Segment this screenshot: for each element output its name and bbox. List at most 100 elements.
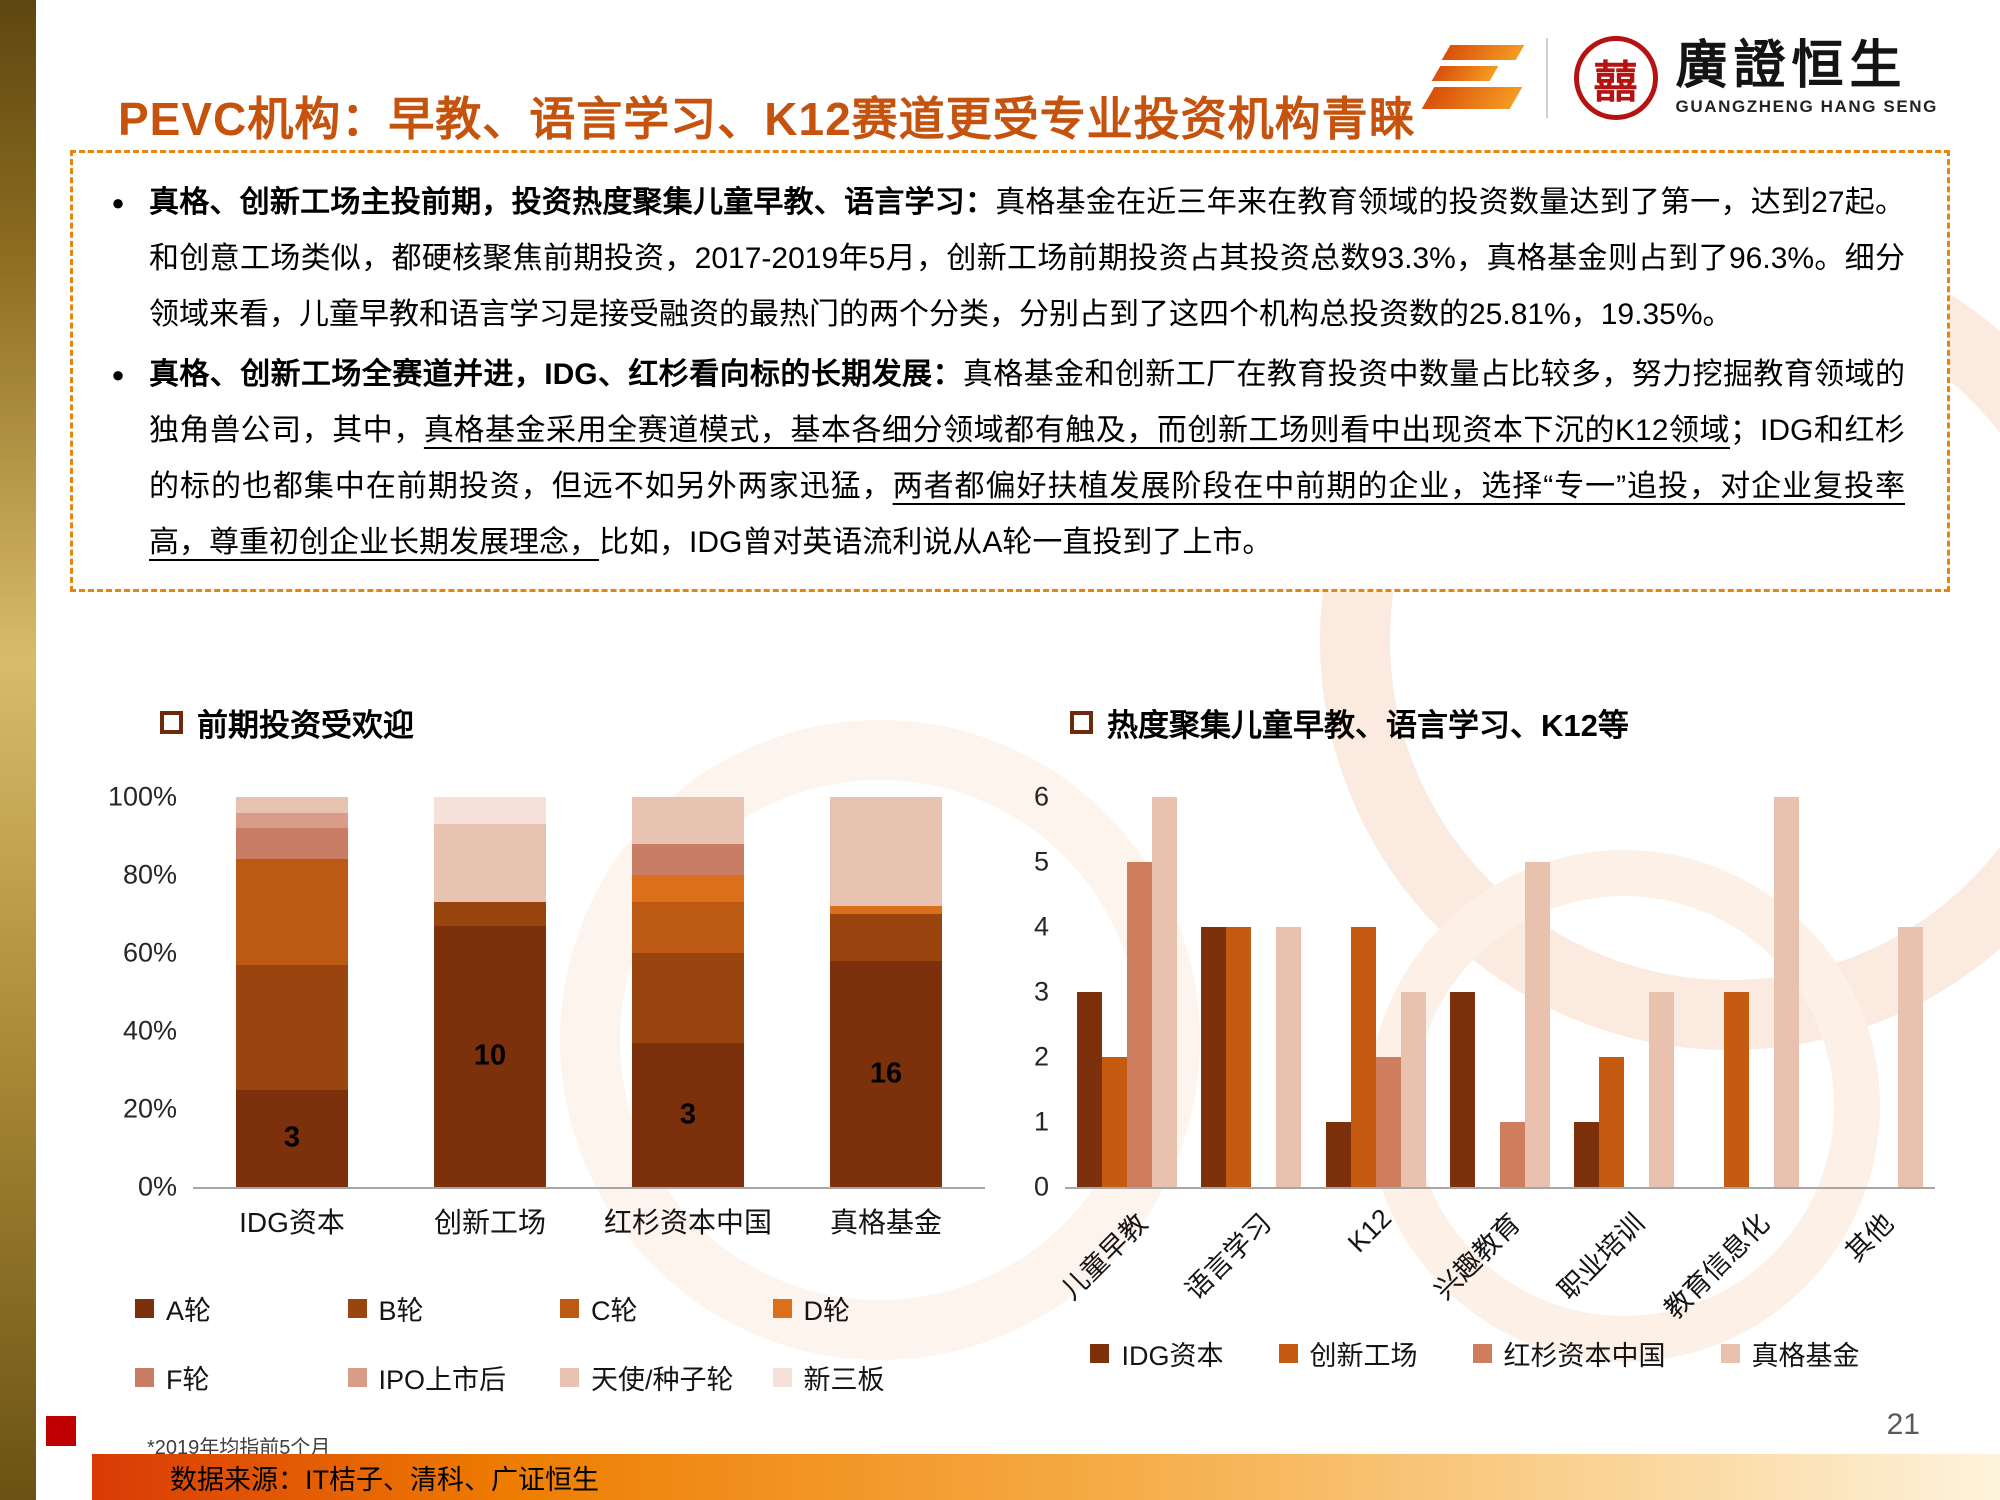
bar-segment [236,828,348,860]
plot-area: 0 1 2 3 4 5 6 [1015,782,1935,1202]
logo-text: 廣證恒生 GUANGZHENG HANG SENG [1676,39,1938,118]
chart-title: 前期投资受欢迎 [160,700,985,745]
legend-label: 真格基金 [1751,1341,1860,1371]
bar-segment [632,902,744,954]
bar [1077,992,1103,1187]
bar-data-label: 3 [283,1121,301,1154]
bars-area [1065,797,1935,1189]
bar [1773,797,1799,1187]
bar-segment [434,824,546,903]
bar-group-slot [1065,797,1189,1187]
bar [1499,1122,1525,1187]
bar-segment [830,797,942,907]
bar-slot: 10 [391,797,589,1187]
legend-item: 天使/种子轮 [560,1358,773,1397]
chart-title-text: 热度聚集儿童早教、语言学习、K12等 [1107,708,1629,743]
legend-item: B轮 [347,1289,561,1328]
company-logo: 囍 廣證恒生 GUANGZHENG HANG SENG [1573,36,1938,120]
legend-swatch-icon [1278,1344,1298,1363]
y-tick-label: 1 [1033,1106,1049,1137]
x-axis-label-text: 儿童早教 [1055,1207,1154,1306]
bar-segment [830,906,942,915]
y-tick-label: 6 [1033,781,1049,812]
bar-group-slot [1189,797,1313,1187]
bar-segment: 10 [434,925,546,1187]
bar [1276,927,1302,1187]
square-bullet-icon [160,711,183,734]
chart-title-text: 前期投资受欢迎 [197,708,414,743]
y-tick-label: 80% [122,859,177,890]
bullet-marker: ● [111,362,125,387]
legend-item: 新三板 [772,1358,986,1397]
bar-group [1699,797,1799,1187]
bar-slot: 3 [193,797,391,1187]
bar-slot: 16 [787,797,985,1187]
x-axis-label: 教育信息化 [1658,1195,1810,1330]
bar [1574,1122,1600,1187]
bar-group-slot [1314,797,1438,1187]
data-source-text: 数据来源：IT桔子、清科、广证恒生 [170,1464,599,1495]
bullet-marker: ● [111,190,125,215]
legend-label: IPO上市后 [378,1365,507,1395]
bar-group [1574,992,1675,1187]
legend-item: F轮 [135,1358,348,1397]
x-axis-label: 语言学习 [1180,1195,1313,1330]
legend-label: C轮 [591,1296,638,1326]
bar-group [1201,927,1302,1187]
header-right: 囍 廣證恒生 GUANGZHENG HANG SENG [1421,36,1938,120]
bar [1400,992,1426,1187]
x-axis-label: IDG资本 [239,1207,345,1238]
legend-item: IDG资本 [1090,1334,1224,1373]
bar-data-label: 3 [679,1098,697,1131]
legend-label: 红杉资本中国 [1503,1341,1666,1371]
page-number: 21 [1886,1408,1920,1441]
y-tick-label: 100% [107,781,177,812]
x-axis-label-text: 语言学习 [1180,1207,1278,1306]
bullet-text: 真格、创新工场主投前期，投资热度聚集儿童早教、语言学习：真格基金在近三年来在教育… [149,186,1905,331]
chart-legend: IDG资本 创新工场 红杉资本中国 真格基金 [1015,1334,1935,1373]
bar [1350,927,1376,1187]
y-tick-label: 40% [122,1015,177,1046]
bar [1325,1122,1351,1187]
bar [1152,797,1178,1187]
bar-segment [236,797,348,813]
bar [1524,862,1550,1187]
decorative-swoosh-icon [1421,43,1524,113]
y-tick-label: 4 [1033,911,1049,942]
legend-swatch-icon [772,1368,792,1387]
legend-label: IDG资本 [1121,1341,1224,1371]
left-gold-strip [0,0,36,1500]
y-tick-label: 60% [122,937,177,968]
logo-name-en: GUANGZHENG HANG SENG [1675,97,1938,117]
legend-swatch-icon [772,1299,792,1318]
y-axis: 0 1 2 3 4 5 6 [1015,782,1065,1202]
bar-slot: 3 [589,797,787,1187]
bar [1649,992,1675,1187]
chart-footnote: *2019年均指前5个月 [147,1437,331,1459]
x-axis-label-text: K12 [1341,1203,1397,1259]
chart-early-stage-investment: 前期投资受欢迎 100% 80% 60% 40% 20% 0% 3 10 3 16 IDG资本 创… [105,700,985,1460]
bar-group [1077,797,1178,1187]
legend-swatch-icon [560,1299,579,1318]
bar-segment [434,902,546,926]
bar-group [1449,862,1550,1187]
x-axis-labels: 儿童早教 语言学习 K12 兴趣教育 职业培训 教育信息化 其他 [1056,1195,1935,1330]
legend-label: D轮 [803,1296,851,1326]
legend-swatch-icon [1720,1344,1740,1363]
bar-segment: 3 [236,1089,348,1187]
footer-red-square [46,1416,76,1446]
x-axis-label: 红杉资本中国 [603,1207,772,1238]
bar-group-slot [1438,797,1562,1187]
summary-textbox: ● 真格、创新工场主投前期，投资热度聚集儿童早教、语言学习：真格基金在近三年来在教… [70,150,1950,592]
bullet-item: ● 真格、创新工场全赛道并进，IDG、红杉看向标的长期发展：真格基金和创新工厂在教… [87,347,1905,571]
legend-label: F轮 [166,1365,210,1395]
stacked-bar: 16 [830,797,942,1187]
bar-data-label: 10 [473,1039,507,1072]
legend-swatch-icon [1472,1344,1492,1363]
bar [1375,1057,1401,1187]
x-axis-label: 真格基金 [829,1207,942,1238]
legend-label: 新三板 [803,1365,885,1395]
page-title: PEVC机构：早教、语言学习、K12赛道更受专业投资机构青睐 [118,92,1416,145]
x-axis-label: 兴趣教育 [1429,1195,1562,1330]
bullet-text: 真格、创新工场全赛道并进，IDG、红杉看向标的长期发展：真格基金和创新工厂在教育… [149,358,1906,559]
